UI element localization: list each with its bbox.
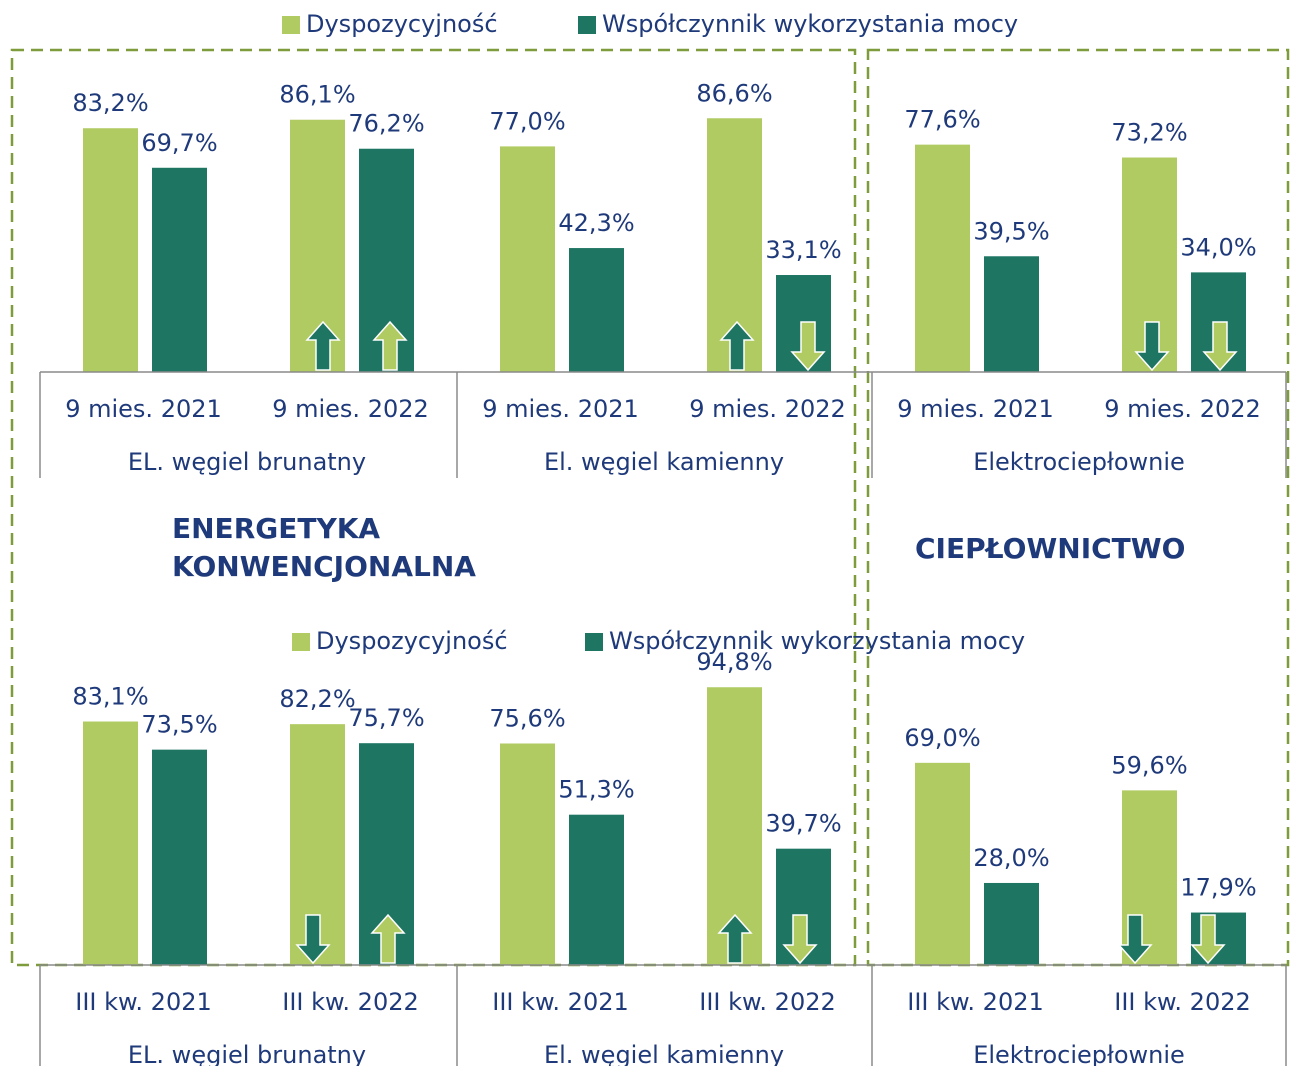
data-label: 69,7% — [141, 129, 217, 157]
x-tick-label: III kw. 2021 — [907, 988, 1044, 1016]
group-label: EL. węgiel brunatny — [128, 1041, 366, 1066]
x-tick-label: 9 mies. 2021 — [65, 395, 222, 423]
x-tick-label: III kw. 2021 — [75, 988, 212, 1016]
data-label: 17,9% — [1180, 874, 1256, 902]
bar — [984, 256, 1039, 372]
x-tick-label: 9 mies. 2021 — [482, 395, 639, 423]
trend-arrow — [1190, 914, 1226, 965]
legend-label: Dyspozycyjność — [306, 10, 498, 38]
data-label: 86,1% — [279, 81, 355, 109]
data-label: 69,0% — [904, 724, 980, 752]
data-label: 73,5% — [141, 711, 217, 739]
data-label: 83,2% — [72, 89, 148, 117]
legend-label: Współczynnik wykorzystania mocy — [609, 627, 1025, 655]
legend-swatch — [292, 633, 310, 651]
bar — [152, 749, 207, 965]
bar — [984, 882, 1039, 965]
section-label: CIEPŁOWNICTWO — [915, 532, 1185, 565]
trend-arrow — [370, 913, 406, 964]
bar — [915, 144, 970, 372]
bar — [83, 128, 138, 372]
data-label: 33,1% — [765, 236, 841, 264]
data-label: 39,7% — [765, 810, 841, 838]
bar — [569, 814, 624, 965]
data-label: 83,1% — [72, 683, 148, 711]
bar — [500, 743, 555, 965]
bar — [83, 721, 138, 965]
data-label: 39,5% — [973, 217, 1049, 245]
x-tick-label: 9 mies. 2022 — [689, 395, 846, 423]
data-label: 75,6% — [489, 704, 565, 732]
trend-arrow — [717, 913, 753, 964]
x-tick-label: III kw. 2022 — [1114, 988, 1251, 1016]
group-label: Elektrociepłownie — [973, 1041, 1185, 1066]
trend-arrow — [1117, 914, 1153, 965]
section-label: KONWENCJONALNA — [172, 550, 476, 583]
data-label: 34,0% — [1180, 233, 1256, 261]
trend-arrow — [790, 321, 826, 372]
group-label: El. węgiel kamienny — [544, 1041, 784, 1066]
trend-arrow — [295, 914, 331, 965]
x-tick-label: 9 mies. 2022 — [1104, 395, 1261, 423]
bar — [152, 167, 207, 372]
bar — [915, 762, 970, 965]
data-label: 77,6% — [904, 106, 980, 134]
data-label: 82,2% — [279, 685, 355, 713]
trend-arrow — [719, 320, 755, 371]
legend-swatch — [282, 16, 300, 34]
data-label: 59,6% — [1111, 751, 1187, 779]
section-frame — [10, 48, 857, 967]
data-label: 86,6% — [696, 79, 772, 107]
group-label: El. węgiel kamienny — [544, 448, 784, 476]
x-tick-label: 9 mies. 2022 — [272, 395, 429, 423]
trend-arrow — [1134, 321, 1170, 372]
bar — [569, 248, 624, 372]
data-label: 42,3% — [558, 209, 634, 237]
bar — [1191, 912, 1246, 965]
legend-swatch — [585, 633, 603, 651]
bar — [500, 146, 555, 372]
group-label: EL. węgiel brunatny — [128, 448, 366, 476]
data-label: 73,2% — [1111, 119, 1187, 147]
legend-swatch — [578, 16, 596, 34]
trend-arrow — [305, 320, 341, 371]
trend-arrow — [782, 914, 818, 965]
data-label: 28,0% — [973, 844, 1049, 872]
x-tick-label: III kw. 2022 — [699, 988, 836, 1016]
trend-arrow — [1202, 321, 1238, 372]
trend-arrow — [372, 320, 408, 371]
legend-label: Dyspozycyjność — [316, 627, 508, 655]
section-label: ENERGETYKA — [172, 512, 380, 545]
data-label: 75,7% — [348, 704, 424, 732]
x-tick-label: III kw. 2022 — [282, 988, 419, 1016]
data-label: 51,3% — [558, 776, 634, 804]
data-label: 94,8% — [696, 648, 772, 676]
group-label: Elektrociepłownie — [973, 448, 1185, 476]
data-label: 77,0% — [489, 107, 565, 135]
x-tick-label: III kw. 2021 — [492, 988, 629, 1016]
x-tick-label: 9 mies. 2021 — [897, 395, 1054, 423]
data-label: 76,2% — [348, 110, 424, 138]
legend-label: Współczynnik wykorzystania mocy — [602, 10, 1018, 38]
